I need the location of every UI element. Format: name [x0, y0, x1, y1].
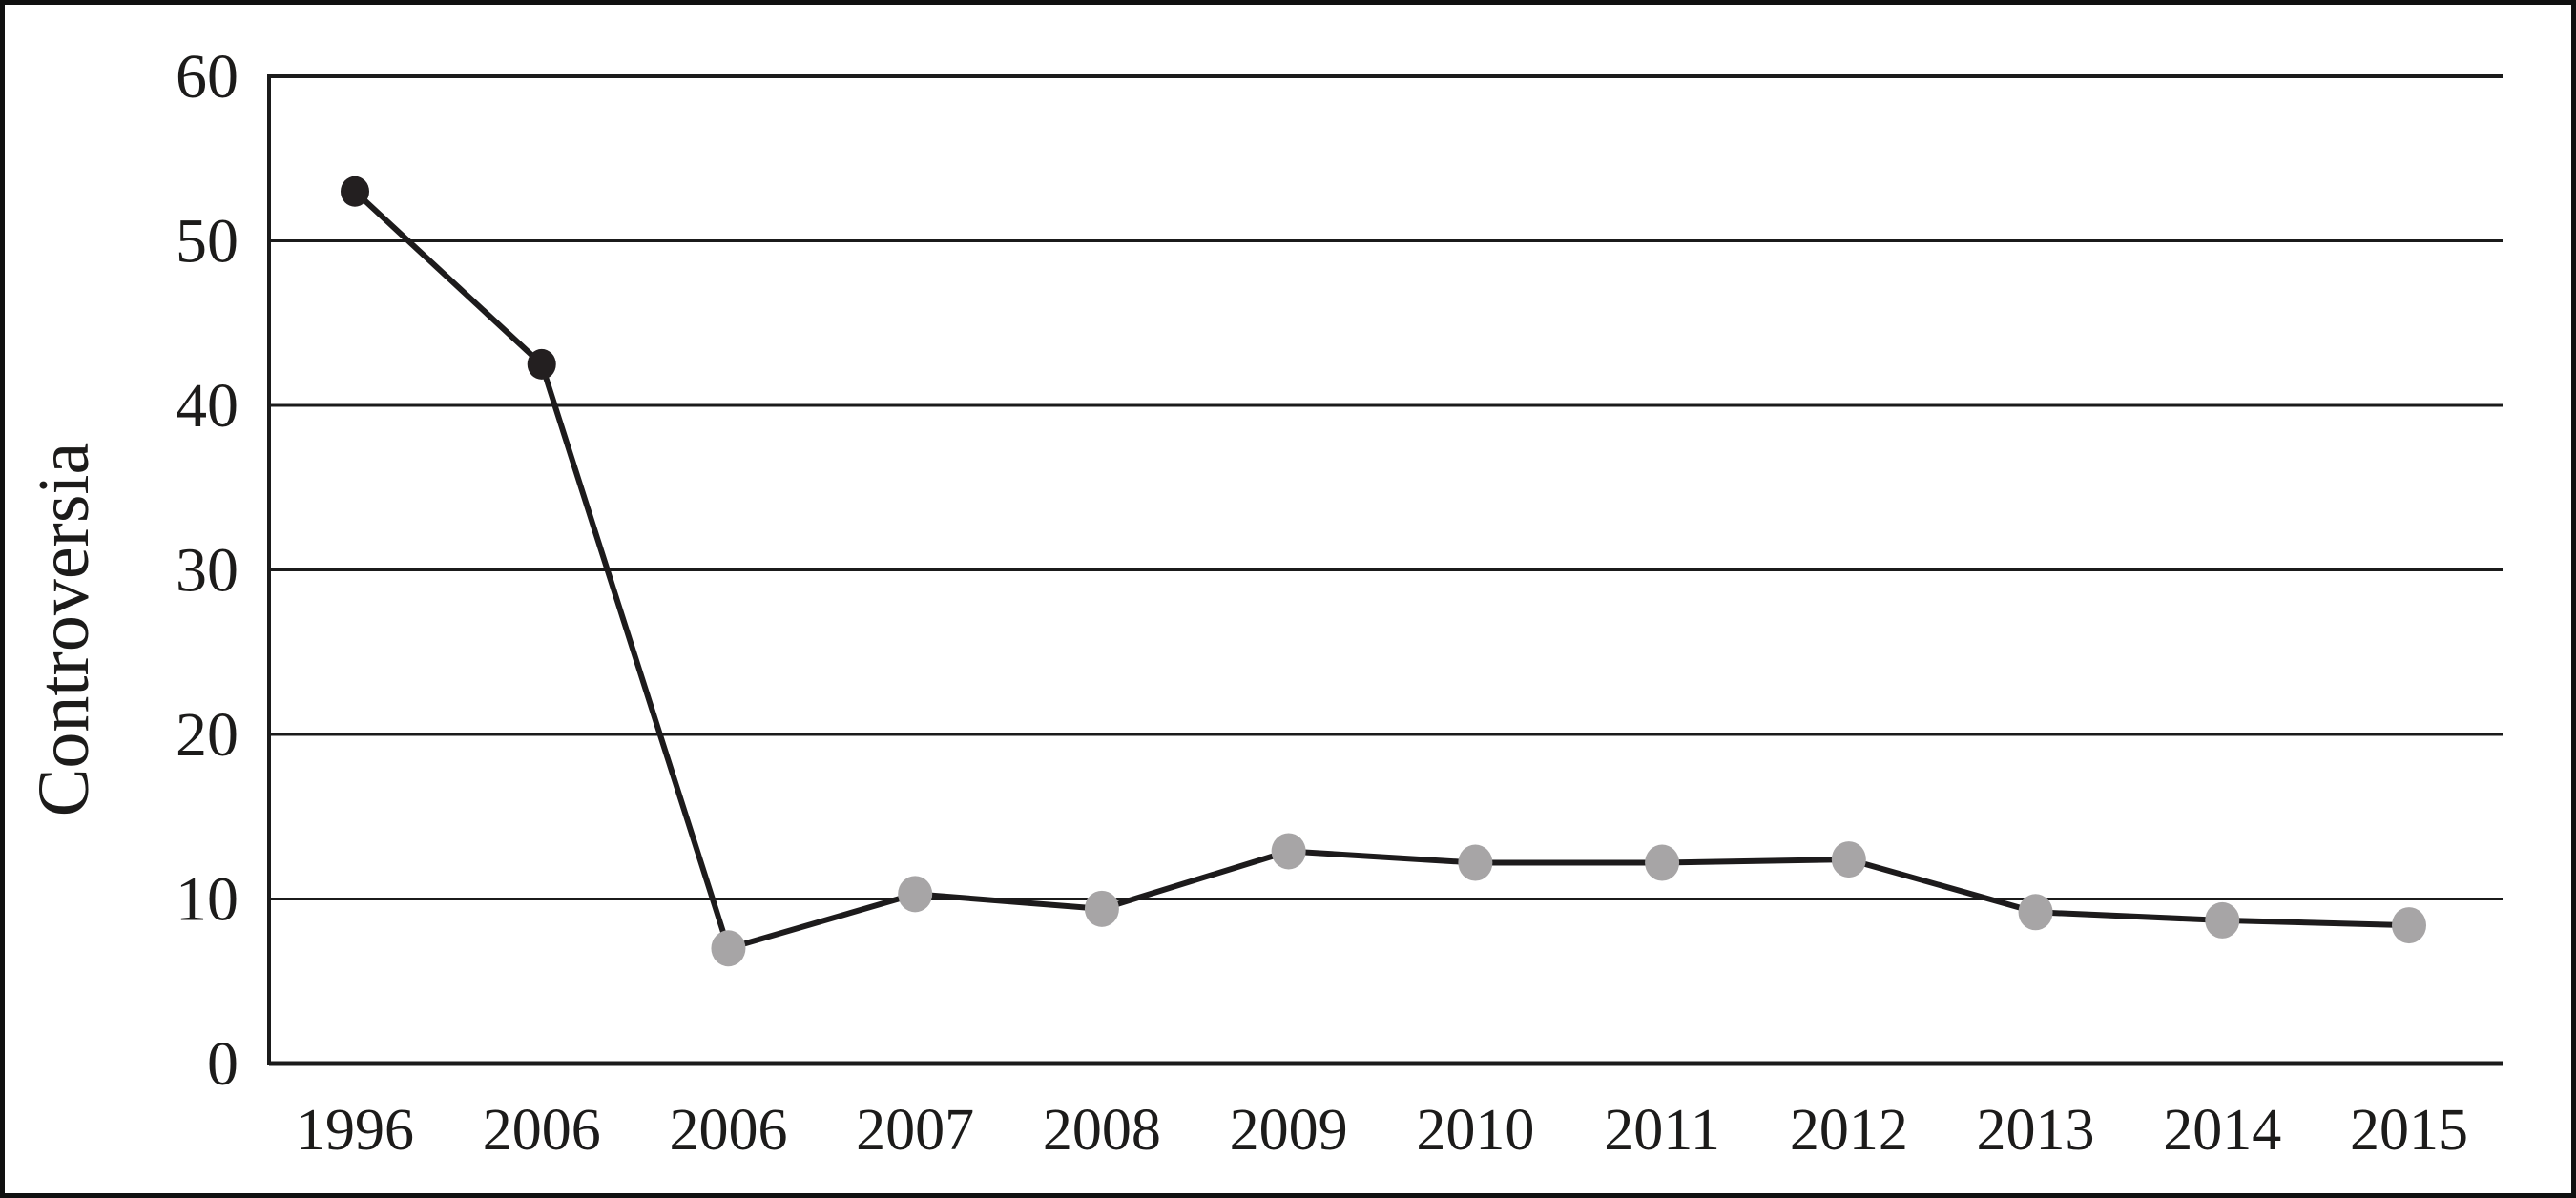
data-point-2015-11 — [2392, 907, 2426, 944]
y-tick-label-50: 50 — [176, 207, 239, 277]
x-tick-label-0: 1996 — [296, 1098, 414, 1163]
y-tick-label-20: 20 — [176, 700, 239, 770]
y-tick-label-10: 10 — [176, 865, 239, 935]
axis-labels-group: 0 10 20 30 40 50 60 1996 2006 2006 2007 2008 2009 201… — [176, 42, 2468, 1163]
series-group — [341, 176, 2426, 967]
data-point-2012-8 — [1831, 841, 1866, 878]
data-point-2006-2 — [711, 930, 746, 967]
x-tick-label-6: 2010 — [1416, 1098, 1534, 1163]
data-point-2006-1 — [527, 348, 556, 380]
x-tick-label-1: 2006 — [483, 1098, 601, 1163]
x-tick-label-8: 2012 — [1790, 1098, 1908, 1163]
data-point-1996-0 — [341, 176, 369, 207]
y-axis-title: Controversia — [24, 443, 104, 817]
data-point-2014-10 — [2205, 901, 2240, 939]
x-tick-label-7: 2011 — [1604, 1098, 1720, 1163]
data-point-2011-7 — [1645, 844, 1680, 881]
x-tick-label-10: 2014 — [2163, 1098, 2281, 1163]
gridlines-group — [269, 74, 2503, 1066]
trend-line — [352, 188, 2412, 952]
x-tick-label-5: 2009 — [1230, 1098, 1348, 1163]
data-point-2007-3 — [898, 876, 933, 913]
data-point-2013-9 — [2018, 894, 2053, 931]
x-tick-label-11: 2015 — [2350, 1098, 2468, 1163]
y-tick-label-30: 30 — [176, 536, 239, 606]
x-tick-label-2: 2006 — [669, 1098, 787, 1163]
y-tick-label-0: 0 — [207, 1029, 239, 1099]
x-tick-label-3: 2007 — [856, 1098, 974, 1163]
x-tick-label-9: 2013 — [1977, 1098, 2095, 1163]
x-tick-label-4: 2008 — [1043, 1098, 1161, 1163]
data-point-2008-4 — [1084, 890, 1119, 927]
data-point-2009-5 — [1271, 833, 1306, 870]
y-tick-label-40: 40 — [176, 371, 239, 441]
y-tick-label-60: 60 — [176, 42, 239, 112]
data-point-2010-6 — [1458, 844, 1493, 881]
